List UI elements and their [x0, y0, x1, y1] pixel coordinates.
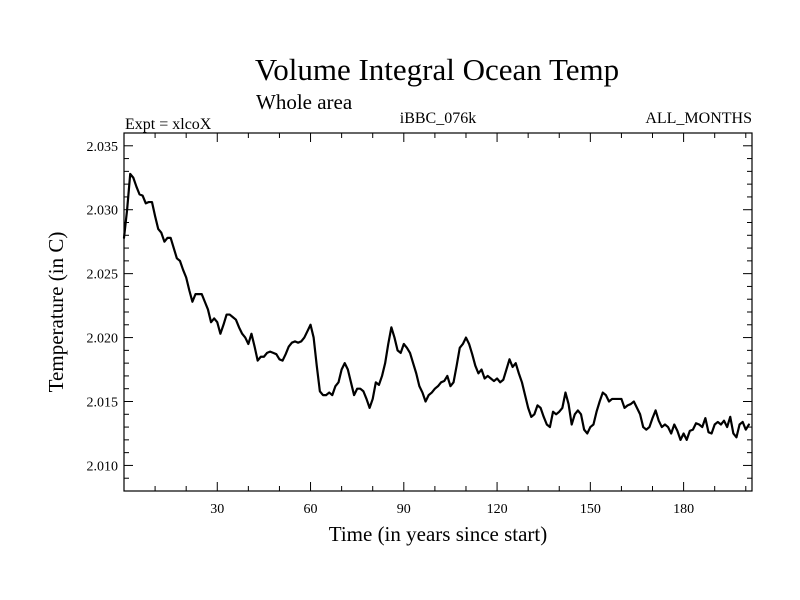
y-tick-label: 2.020 — [87, 332, 119, 347]
chart-subtitle: Whole area — [256, 90, 353, 114]
x-tick-label: 120 — [487, 502, 508, 517]
y-tick-label: 2.030 — [87, 204, 119, 219]
y-tick-label: 2.010 — [87, 459, 119, 474]
y-tick-label: 2.015 — [87, 396, 119, 411]
y-axis-title: Temperature (in C) — [44, 232, 68, 393]
x-tick-label: 90 — [397, 502, 411, 517]
x-tick-label: 180 — [673, 502, 694, 517]
y-tick-label: 2.025 — [87, 268, 119, 283]
x-tick-label: 150 — [580, 502, 601, 517]
x-tick-label: 60 — [304, 502, 318, 517]
y-tick-label: 2.035 — [87, 140, 119, 155]
run-id-label: iBBC_076k — [400, 110, 476, 127]
plot-area: 30 60 90 120 150 180 2.010 2.015 2.020 2.025 2.030… — [87, 132, 753, 517]
tick-marks — [124, 133, 752, 491]
tick-labels: 30 60 90 120 150 180 2.010 2.015 2.020 2.025 2.030… — [87, 140, 695, 517]
x-axis-title: Time (in years since start) — [329, 522, 548, 546]
x-tick-label: 30 — [210, 502, 224, 517]
months-label: ALL_MONTHS — [645, 110, 752, 127]
chart-title: Volume Integral Ocean Temp — [255, 52, 619, 87]
temperature-series-line — [122, 172, 750, 441]
experiment-label: Expt = xlcoX — [125, 116, 212, 133]
